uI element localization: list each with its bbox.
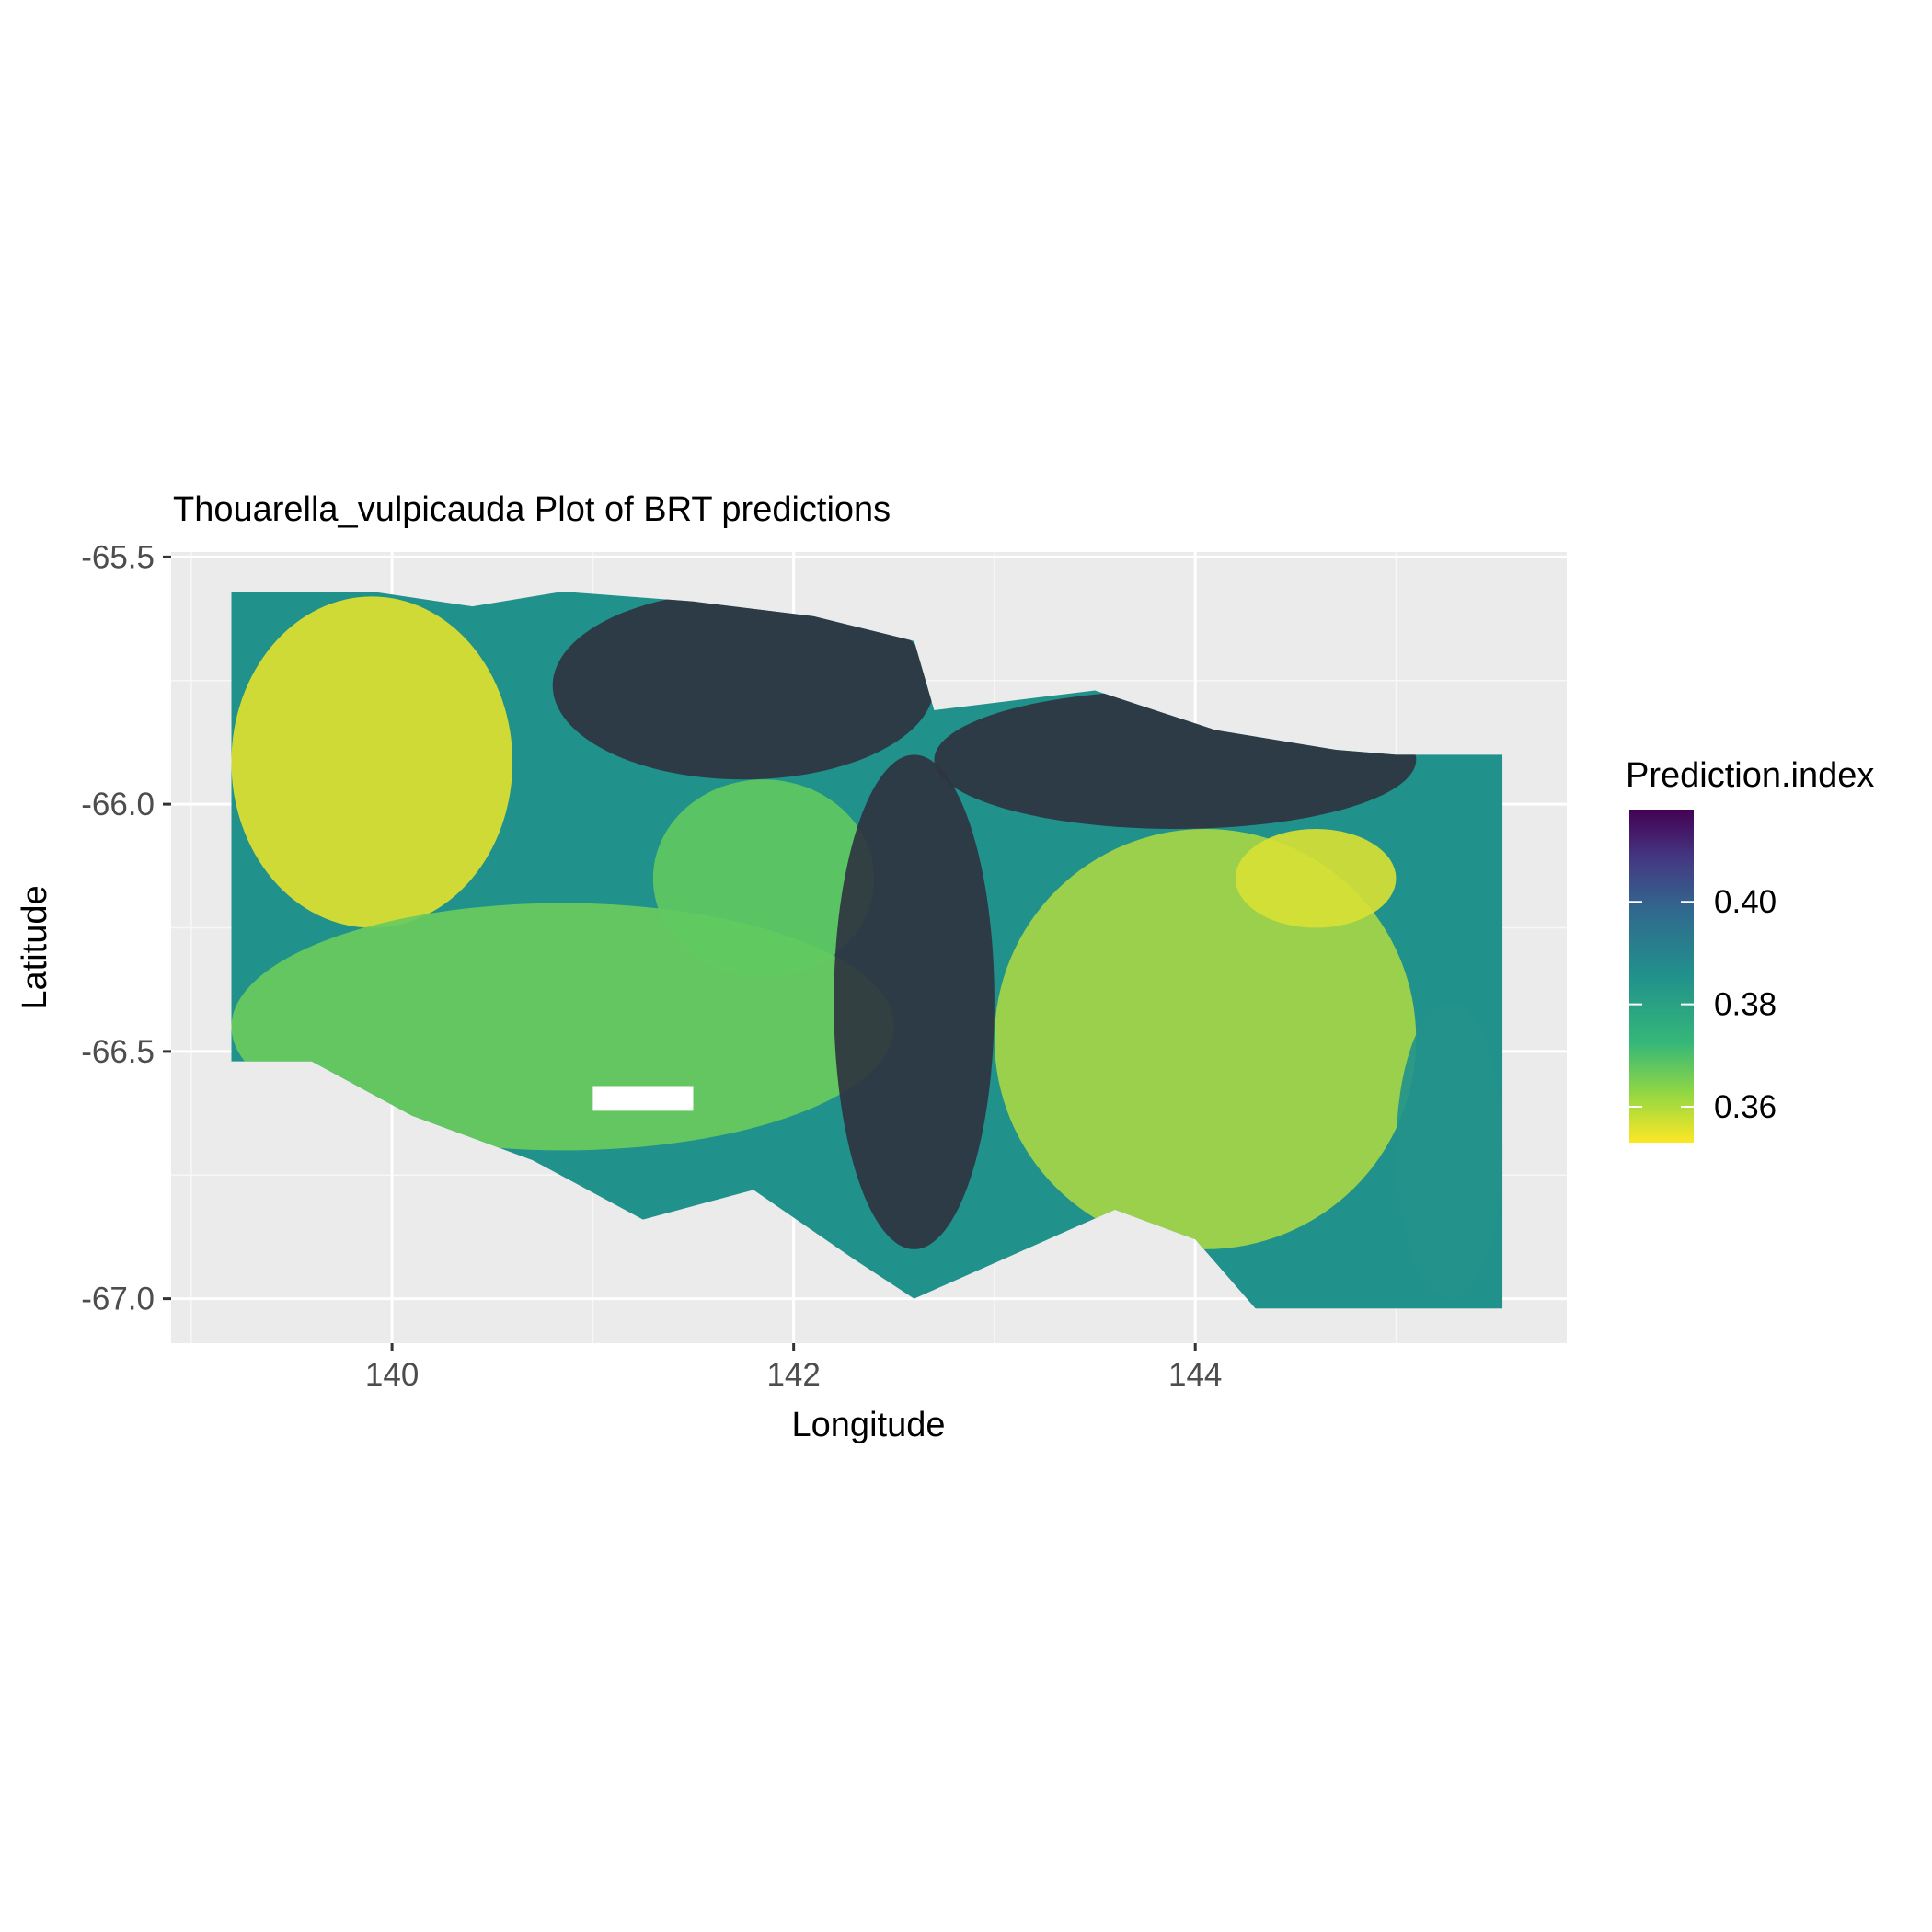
raster-zone — [1235, 829, 1397, 928]
y-tick-label: -66.0 — [81, 787, 155, 822]
colorbar — [1629, 810, 1694, 1143]
y-tick-label: -65.5 — [81, 539, 155, 575]
chart-title: Thouarella_vulpicauda Plot of BRT predic… — [173, 490, 891, 529]
y-axis: -65.5 -66.0 -66.5 -67.0 — [81, 539, 171, 1317]
x-tick-label: 140 — [365, 1357, 419, 1393]
raster-zone — [231, 596, 513, 928]
prediction-raster — [231, 592, 1503, 1309]
raster-zone — [994, 829, 1417, 1249]
legend-label: 0.40 — [1714, 884, 1777, 920]
raster-zone — [1396, 1002, 1503, 1299]
y-tick-label: -67.0 — [81, 1282, 155, 1317]
legend-label: 0.36 — [1714, 1089, 1777, 1125]
legend-title: Prediction.index — [1626, 756, 1874, 795]
x-axis-title: Longitude — [792, 1406, 946, 1444]
x-tick-label: 142 — [766, 1357, 820, 1393]
y-tick-label: -66.5 — [81, 1034, 155, 1070]
raster-zone — [552, 592, 935, 780]
x-axis: 140 142 144 — [365, 1343, 1222, 1393]
raster-gap — [592, 1086, 694, 1111]
raster-zone — [652, 779, 874, 978]
y-axis-title: Latitude — [16, 885, 54, 1009]
raster-zone — [834, 754, 995, 1249]
legend-label: 0.38 — [1714, 987, 1777, 1023]
x-tick-label: 144 — [1168, 1357, 1222, 1393]
legend: Prediction.index 0.40 0.38 0.36 — [1626, 756, 1874, 1143]
